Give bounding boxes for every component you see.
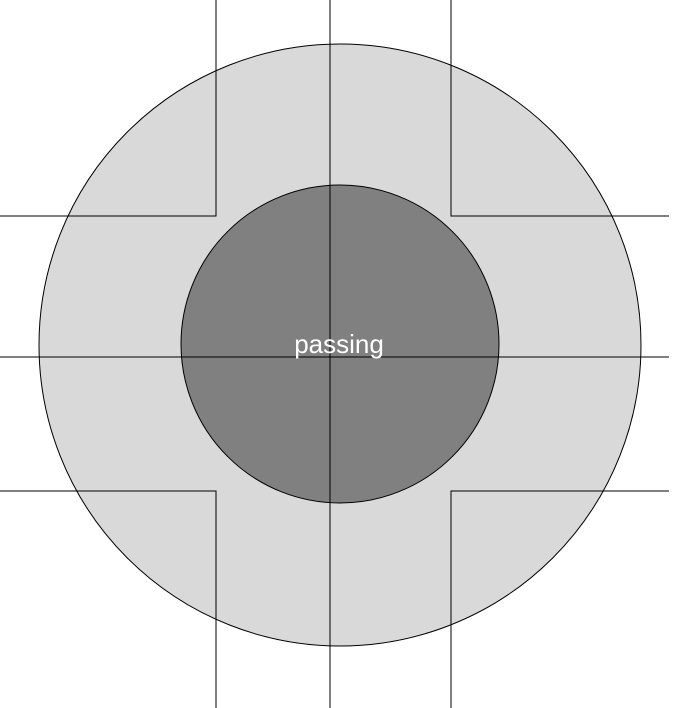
bottom-right-corner-line xyxy=(450,490,669,708)
top-right-corner-line xyxy=(450,0,669,217)
center-label: passing xyxy=(294,329,384,359)
inner-circle xyxy=(180,184,500,504)
bottom-left-corner-line xyxy=(0,490,217,708)
top-left-corner-line xyxy=(0,0,217,217)
